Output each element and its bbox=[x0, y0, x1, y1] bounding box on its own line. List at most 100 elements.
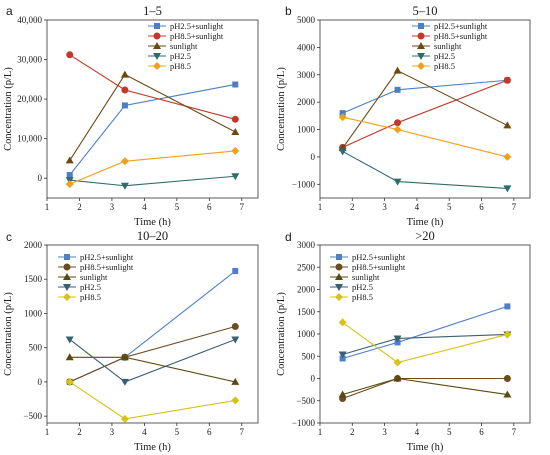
legend-marker bbox=[63, 293, 71, 301]
panel-a: a 1–5 1 2 3 4 5 6 7 0 10,000 20,000 30,000 40,000 Time… bbox=[3, 4, 259, 228]
x-tick-label: 4 bbox=[415, 427, 420, 437]
x-axis-label: Time (h) bbox=[134, 217, 171, 228]
y-axis-label: Concentration (p/L) bbox=[3, 292, 14, 376]
x-tick-label: 1 bbox=[318, 202, 323, 212]
legend-marker bbox=[335, 293, 343, 301]
legend-marker bbox=[154, 23, 160, 29]
legend-label: pH2.5 bbox=[170, 51, 191, 61]
data-point bbox=[121, 102, 128, 109]
legend-label: pH8.5 bbox=[434, 61, 455, 71]
data-point bbox=[393, 125, 402, 134]
legend-label: pH8.5 bbox=[352, 292, 373, 302]
legend-marker bbox=[153, 32, 161, 40]
panel-d: d >20 1 2 3 4 5 6 7 −1000 −500 0 500 1000 1500 2000 2500… bbox=[276, 229, 531, 453]
series-line-1 bbox=[69, 83, 236, 176]
data-point bbox=[231, 173, 240, 181]
data-point bbox=[393, 178, 402, 186]
data-point bbox=[393, 335, 402, 343]
data-point bbox=[338, 113, 347, 122]
data-point bbox=[120, 378, 129, 386]
legend-marker bbox=[417, 42, 425, 49]
y-tick-label: 1500 bbox=[24, 274, 43, 284]
x-tick-label: 5 bbox=[175, 202, 180, 212]
chart-title: 1–5 bbox=[143, 4, 162, 18]
y-tick-label: 3000 bbox=[297, 240, 316, 250]
legend-marker bbox=[64, 254, 70, 260]
y-tick-label: 0 bbox=[311, 152, 316, 162]
x-tick-label: 6 bbox=[207, 202, 212, 212]
x-axis-label: Time (h) bbox=[407, 442, 444, 453]
x-tick-label: 6 bbox=[207, 427, 212, 437]
legend-marker bbox=[418, 23, 424, 29]
legend-marker bbox=[335, 284, 343, 291]
data-point bbox=[338, 390, 347, 398]
data-point bbox=[66, 51, 74, 59]
x-tick-label: 1 bbox=[318, 427, 323, 437]
panel-letter: c bbox=[6, 230, 12, 244]
x-axis-label: Time (h) bbox=[407, 217, 444, 228]
plot-frame bbox=[46, 19, 259, 199]
y-tick-label: −1000 bbox=[292, 179, 316, 189]
panel-b: b 5–10 1 2 3 4 5 6 7 −1000 0 1000 2000 3000 4000 5000 Ti… bbox=[276, 4, 531, 228]
data-point bbox=[231, 396, 240, 405]
panel-letter: d bbox=[285, 230, 292, 244]
series-line-2 bbox=[69, 325, 236, 383]
x-tick-label: 3 bbox=[110, 427, 115, 437]
x-tick-label: 5 bbox=[175, 427, 180, 437]
y-tick-label: 1500 bbox=[297, 307, 316, 317]
y-tick-label: 0 bbox=[38, 173, 43, 183]
x-tick-label: 2 bbox=[350, 427, 355, 437]
y-tick-label: 500 bbox=[302, 351, 316, 361]
x-tick-label: 5 bbox=[447, 202, 452, 212]
data-point bbox=[231, 127, 240, 135]
legend-marker bbox=[153, 42, 161, 49]
x-axis-label: Time (h) bbox=[134, 442, 171, 453]
legend-label: pH8.5 bbox=[80, 292, 101, 302]
y-tick-label: −1000 bbox=[292, 418, 316, 428]
legend-label: pH8.5+sunlight bbox=[352, 262, 406, 272]
series-line-1 bbox=[342, 305, 508, 360]
data-point bbox=[504, 303, 511, 310]
y-tick-label: −500 bbox=[296, 396, 315, 406]
series-line-3 bbox=[69, 73, 236, 161]
x-tick-label: 4 bbox=[415, 202, 420, 212]
y-tick-label: 1000 bbox=[24, 308, 43, 318]
legend-marker bbox=[153, 53, 161, 60]
legend-label: sunlight bbox=[170, 41, 198, 51]
series-line-2 bbox=[69, 54, 236, 120]
data-point bbox=[503, 185, 512, 193]
data-point bbox=[232, 268, 239, 275]
legend-marker bbox=[417, 32, 425, 40]
data-point bbox=[338, 318, 347, 327]
x-tick-label: 7 bbox=[512, 202, 517, 212]
x-tick-label: 3 bbox=[110, 202, 115, 212]
y-tick-label: 0 bbox=[311, 374, 316, 384]
data-point bbox=[120, 157, 129, 166]
data-point bbox=[231, 336, 240, 344]
y-tick-label: 1000 bbox=[297, 329, 316, 339]
y-tick-label: 20,000 bbox=[17, 94, 42, 104]
x-tick-label: 7 bbox=[512, 427, 517, 437]
series-line-4 bbox=[69, 338, 236, 383]
data-point bbox=[393, 358, 402, 367]
data-point bbox=[65, 156, 74, 164]
legend-label: sunlight bbox=[352, 272, 380, 282]
data-point bbox=[232, 81, 239, 88]
y-tick-label: 2000 bbox=[297, 285, 316, 295]
x-tick-label: 1 bbox=[45, 202, 50, 212]
data-point bbox=[394, 339, 401, 346]
series-line-5 bbox=[69, 150, 236, 185]
y-axis-label: Concentration (p/L) bbox=[276, 67, 287, 151]
x-tick-label: 2 bbox=[350, 202, 355, 212]
data-point bbox=[65, 353, 74, 361]
x-tick-label: 6 bbox=[479, 427, 484, 437]
data-point bbox=[65, 180, 74, 189]
y-tick-label: 40,000 bbox=[17, 15, 42, 25]
series-line-3 bbox=[342, 377, 508, 396]
data-point bbox=[393, 374, 402, 382]
legend-label: pH8.5+sunlight bbox=[80, 262, 134, 272]
y-tick-label: 4000 bbox=[297, 42, 316, 52]
legend-marker bbox=[417, 62, 425, 70]
series-line-1 bbox=[342, 79, 508, 114]
